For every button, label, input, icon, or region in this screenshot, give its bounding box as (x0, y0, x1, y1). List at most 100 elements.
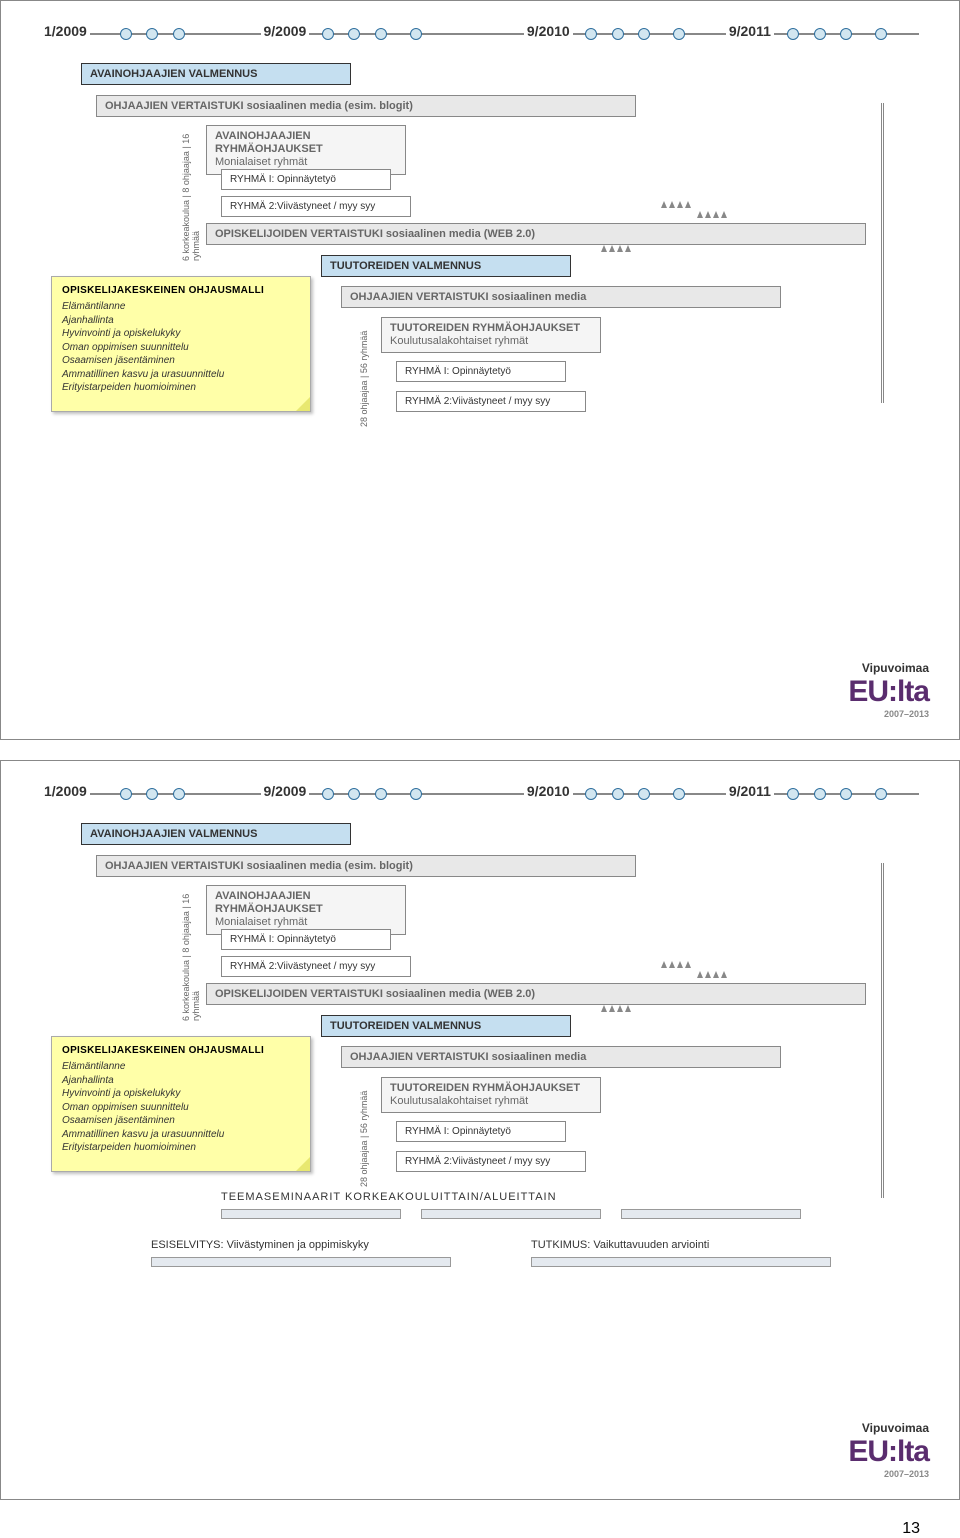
timeline-dot (146, 788, 158, 800)
opisk-malli-title: OPISKELIJAKESKEINEN OHJAUSMALLI (62, 1045, 300, 1056)
opisk-malli-item: Ajanhallinta (62, 314, 300, 328)
vlabel-2-a: 28 ohjaajaa (359, 1140, 369, 1187)
tuutor-ryhma-title: TUUTOREIDEN RYHMÄOHJAUKSET (390, 1082, 580, 1094)
box-ryhma2b: RYHMÄ 2:Viivästyneet / myy syy (396, 391, 586, 412)
box-opisk-malli: OPISKELIJAKESKEINEN OHJAUSMALLI Elämänti… (51, 1036, 311, 1172)
slide-2: 1/2009 9/2009 9/2010 9/2011 AVAINOHJAAJI… (0, 760, 960, 1500)
timeline-dot (410, 788, 422, 800)
opisk-malli-list: Elämäntilanne Ajanhallinta Hyvinvointi j… (62, 300, 300, 395)
avain-ryhma-title: AVAINOHJAAJIEN RYHMÄOHJAUKSET (215, 130, 323, 155)
timeline-dot (814, 788, 826, 800)
teema-bar-1 (221, 1209, 401, 1219)
tl-label-0: 1/2009 (41, 23, 90, 39)
opisk-malli-list: Elämäntilanne Ajanhallinta Hyvinvointi j… (62, 1060, 300, 1155)
opisk-malli-item: Oman oppimisen suunnittelu (62, 341, 300, 355)
eu-logo: Vipuvoimaa EU:lta 2007–2013 (848, 1421, 929, 1479)
connector-line (883, 103, 884, 403)
timeline: 1/2009 9/2009 9/2010 9/2011 (41, 781, 919, 811)
opisk-malli-item: Elämäntilanne (62, 1060, 300, 1074)
opisk-malli-item: Elämäntilanne (62, 300, 300, 314)
note-fold-icon (296, 1157, 310, 1171)
vlabel-2: 28 ohjaajaa | 56 ryhmää (359, 1077, 369, 1187)
logo-line1: Vipuvoimaa (848, 1421, 929, 1435)
box-opisk-vertais: OPISKELIJOIDEN VERTAISTUKI sosiaalinen m… (206, 983, 866, 1005)
tl-label-3: 9/2011 (726, 783, 774, 799)
timeline-dot (673, 788, 685, 800)
logo-line1: Vipuvoimaa (848, 661, 929, 675)
vlabel-1: 6 korkeakoulua | 8 ohjaajaa | 16 ryhmää (181, 891, 201, 1021)
tutkimus-bar (531, 1257, 831, 1267)
logo-years: 2007–2013 (848, 709, 929, 719)
timeline-dot (787, 788, 799, 800)
timeline-dot (120, 788, 132, 800)
teema-bar-2 (421, 1209, 601, 1219)
opisk-malli-item: Osaamisen jäsentäminen (62, 1114, 300, 1128)
timeline-dot (840, 28, 852, 40)
eu-logo: Vipuvoimaa EU:lta 2007–2013 (848, 661, 929, 719)
tl-label-2: 9/2010 (524, 23, 573, 39)
tuutor-ryhma-sub: Koulutusalakohtaiset ryhmät (390, 1095, 528, 1107)
box-ryhma2: RYHMÄ 2:Viivästyneet / myy syy (221, 196, 411, 217)
box-ryhma1: RYHMÄ I: Opinnäytetyö (221, 169, 391, 190)
tutkimus-label: TUTKIMUS: Vaikuttavuuden arviointi (531, 1239, 709, 1251)
box-avain-valmennus: AVAINOHJAAJIEN VALMENNUS (81, 63, 351, 85)
timeline-dot (322, 788, 334, 800)
box-avain-valmennus: AVAINOHJAAJIEN VALMENNUS (81, 823, 351, 845)
connector-line (881, 863, 882, 1198)
timeline-dot (673, 28, 685, 40)
tl-label-1: 9/2009 (261, 23, 310, 39)
box-tuutor-ryhma: TUUTOREIDEN RYHMÄOHJAUKSET Koulutusalako… (381, 317, 601, 353)
timeline-dot (322, 28, 334, 40)
vlabel-1-a: 6 korkeakoulua (181, 200, 191, 261)
teemaseminaarit-label: TEEMASEMINAARIT KORKEAKOULUITTAIN/ALUEIT… (221, 1191, 557, 1203)
box-ryhma2b: RYHMÄ 2:Viivästyneet / myy syy (396, 1151, 586, 1172)
timeline-dot (375, 28, 387, 40)
logo-line2: EU:lta (848, 1435, 929, 1469)
opisk-malli-item: Erityistarpeiden huomioiminen (62, 1141, 300, 1155)
box-ohjaajien-vertais: OHJAAJIEN VERTAISTUKI sosiaalinen media … (96, 855, 636, 877)
timeline-dot (840, 788, 852, 800)
vlabel-2-b: 56 ryhmää (359, 331, 369, 374)
opisk-malli-item: Oman oppimisen suunnittelu (62, 1101, 300, 1115)
connector-line (883, 863, 884, 1198)
esi-bar (151, 1257, 451, 1267)
vlabel-1-a: 6 korkeakoulua (181, 960, 191, 1021)
tl-label-2: 9/2010 (524, 783, 573, 799)
slide-1: 1/2009 9/2009 9/2010 9/2011 AVAINOHJAAJI… (0, 0, 960, 740)
opisk-malli-item: Ajanhallinta (62, 1074, 300, 1088)
box-avain-ryhma: AVAINOHJAAJIEN RYHMÄOHJAUKSET Monialaise… (206, 125, 406, 175)
opisk-malli-item: Erityistarpeiden huomioiminen (62, 381, 300, 395)
timeline-dot (612, 28, 624, 40)
box-ohjaajien-vertais2: OHJAAJIEN VERTAISTUKI sosiaalinen media (341, 286, 781, 308)
box-opisk-vertais: OPISKELIJOIDEN VERTAISTUKI sosiaalinen m… (206, 223, 866, 245)
tuutor-ryhma-sub: Koulutusalakohtaiset ryhmät (390, 335, 528, 347)
timeline-dot (348, 788, 360, 800)
opisk-malli-item: Hyvinvointi ja opiskelukyky (62, 1087, 300, 1101)
timeline-dot (875, 788, 887, 800)
box-ryhma1: RYHMÄ I: Opinnäytetyö (221, 929, 391, 950)
logo-years: 2007–2013 (848, 1469, 929, 1479)
box-ryhma2: RYHMÄ 2:Viivästyneet / myy syy (221, 956, 411, 977)
timeline-dot (375, 788, 387, 800)
tl-label-3: 9/2011 (726, 23, 774, 39)
logo-line2: EU:lta (848, 675, 929, 709)
timeline-dot (638, 28, 650, 40)
vlabel-1: 6 korkeakoulua | 8 ohjaajaa | 16 ryhmää (181, 131, 201, 261)
esiselvitys-label: ESISELVITYS: Viivästyminen ja oppimiskyk… (151, 1239, 369, 1251)
vlabel-1-b: 8 ohjaajaa (181, 911, 191, 953)
timeline-dot (787, 28, 799, 40)
page-number: 13 (0, 1520, 960, 1538)
timeline-dot (585, 28, 597, 40)
timeline-dot (146, 28, 158, 40)
box-ryhma1b: RYHMÄ I: Opinnäytetyö (396, 1121, 566, 1142)
timeline-dot (120, 28, 132, 40)
avain-ryhma-sub: Monialaiset ryhmät (215, 916, 307, 928)
box-opisk-malli: OPISKELIJAKESKEINEN OHJAUSMALLI Elämänti… (51, 276, 311, 412)
box-ryhma1b: RYHMÄ I: Opinnäytetyö (396, 361, 566, 382)
timeline-dot (348, 28, 360, 40)
avain-ryhma-title: AVAINOHJAAJIEN RYHMÄOHJAUKSET (215, 890, 323, 915)
opisk-malli-title: OPISKELIJAKESKEINEN OHJAUSMALLI (62, 285, 300, 296)
timeline-dot (638, 788, 650, 800)
opisk-malli-item: Ammatillinen kasvu ja urasuunnittelu (62, 368, 300, 382)
teema-bar-3 (621, 1209, 801, 1219)
